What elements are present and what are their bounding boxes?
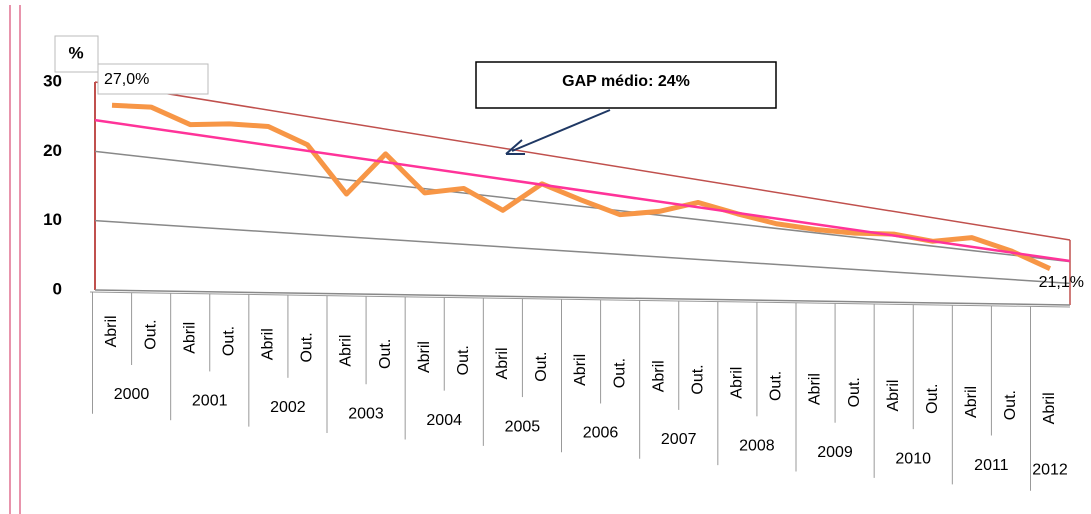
x-tick-label: Abril: [807, 373, 824, 405]
x-tick-label: Out.: [220, 326, 237, 356]
annotation-box: [97, 63, 209, 95]
y-tick-label: 30: [43, 71, 62, 90]
x-tick-label: Abril: [494, 347, 511, 379]
x-tick-label: Out.: [611, 358, 628, 388]
grid-line: [94, 150, 1071, 263]
x-tick-label: Abril: [650, 360, 667, 392]
year-label: 2000: [114, 386, 150, 403]
year-label: 2008: [739, 438, 775, 455]
x-tick-label: Out.: [533, 352, 550, 382]
year-label: 2002: [270, 399, 306, 416]
y-tick-label: 20: [43, 141, 62, 160]
x-tick-label: Out.: [689, 364, 706, 394]
x-tick-label: Out.: [1002, 390, 1019, 420]
x-axis: [89, 291, 1071, 308]
year-label: 2012: [1032, 462, 1068, 479]
y-tick-label: 10: [43, 210, 62, 229]
callout-arrow: [511, 109, 611, 152]
grid-line: [94, 289, 1071, 306]
x-tick-label: Out.: [142, 319, 159, 349]
x-tick-label: Out.: [299, 332, 316, 362]
unit-label: %: [68, 43, 83, 62]
x-tick-label: Out.: [846, 377, 863, 407]
year-label: 2011: [974, 457, 1009, 474]
x-tick-label: Abril: [572, 354, 589, 386]
x-tick-label: Abril: [103, 315, 120, 347]
year-label: 2001: [192, 393, 228, 410]
x-tick-label: Abril: [885, 380, 902, 412]
year-label: 2010: [895, 450, 931, 467]
x-tick-label: Abril: [963, 386, 980, 418]
year-label: 2009: [817, 444, 853, 461]
x-tick-label: Abril: [338, 335, 355, 367]
year-label: 2007: [661, 431, 697, 448]
callout-arrowhead: [505, 139, 525, 155]
year-label: 2003: [348, 405, 384, 422]
data-line: [111, 102, 1052, 271]
trend-line: [94, 118, 1071, 263]
year-label: 2004: [426, 412, 462, 429]
callout-box: [475, 61, 777, 109]
x-tick-label: Out.: [455, 345, 472, 375]
x-tick-label: Out.: [768, 371, 785, 401]
y-tick-label: 0: [53, 279, 62, 298]
year-label: 2006: [583, 425, 619, 442]
x-tick-label: Out.: [924, 384, 941, 414]
annotation: 27,0%: [104, 71, 149, 88]
annotation: 21,1%: [1039, 274, 1084, 291]
x-tick-label: Abril: [181, 322, 198, 354]
grid-line: [94, 219, 1071, 285]
x-tick-label: Abril: [1041, 392, 1058, 424]
x-tick-label: Abril: [729, 367, 746, 399]
callout: GAP médio: 24%: [562, 73, 690, 90]
year-label: 2005: [505, 418, 541, 435]
x-tick-label: Abril: [260, 328, 277, 360]
unit-box: [54, 35, 99, 73]
x-tick-label: Abril: [416, 341, 433, 373]
grid-line: [94, 81, 1071, 241]
x-tick-label: Out.: [377, 339, 394, 369]
